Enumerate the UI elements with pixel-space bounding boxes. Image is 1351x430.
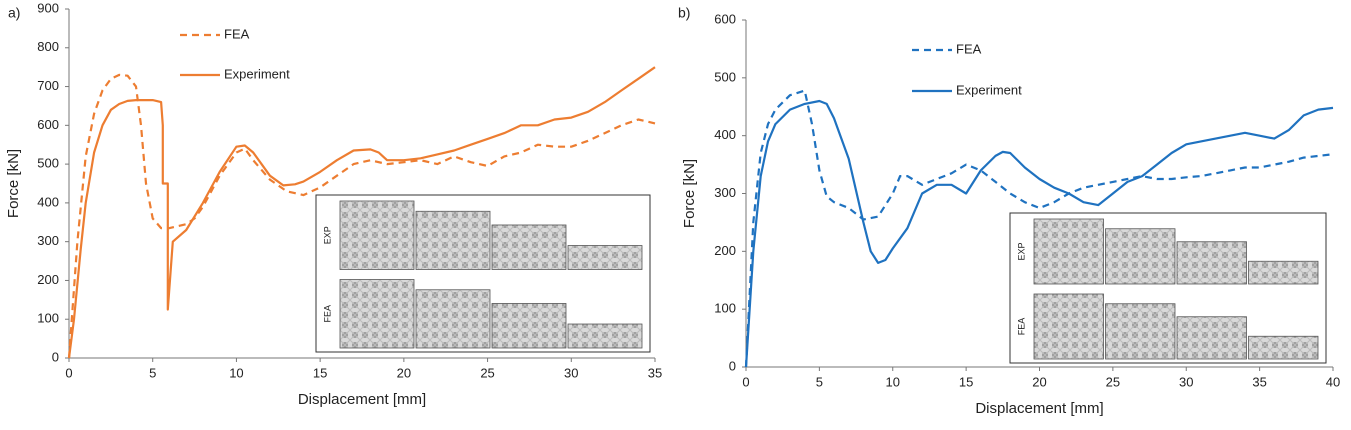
y-tick-label: 100: [714, 301, 736, 316]
x-tick-label: 5: [816, 374, 823, 389]
y-tick-label: 500: [37, 156, 59, 171]
y-axis-label: Force [kN]: [681, 159, 698, 228]
y-tick-label: 700: [37, 78, 59, 93]
y-axis-label: Force [kN]: [5, 149, 22, 218]
y-tick-label: 600: [37, 117, 59, 132]
inset-label: FEA: [322, 305, 332, 323]
y-tick-label: 500: [714, 69, 736, 84]
panel-label: a): [8, 5, 20, 21]
legend-label: FEA: [224, 26, 250, 41]
inset-label: EXP: [1016, 242, 1026, 260]
y-tick-label: 0: [729, 358, 736, 373]
series-line: [67, 66, 656, 359]
specimen-image: [415, 210, 491, 270]
x-tick-label: 35: [648, 365, 662, 380]
x-tick-label: 5: [149, 365, 156, 380]
specimen-image: [491, 224, 567, 270]
specimen-image: [567, 245, 643, 270]
specimen-image: [1033, 293, 1104, 360]
x-tick-label: 15: [959, 374, 973, 389]
y-tick-label: 400: [714, 127, 736, 142]
x-tick-label: 30: [564, 365, 578, 380]
series-line: [67, 73, 656, 359]
specimen-image: [339, 279, 415, 349]
y-tick-label: 300: [714, 185, 736, 200]
legend-label: FEA: [956, 41, 982, 56]
x-tick-label: 25: [480, 365, 494, 380]
x-axis-label: Displacement [mm]: [975, 400, 1103, 417]
specimen-image: [339, 200, 415, 270]
specimen-image: [1105, 228, 1176, 285]
x-tick-label: 0: [742, 374, 749, 389]
y-tick-label: 900: [37, 0, 59, 15]
x-tick-label: 15: [313, 365, 327, 380]
specimen-image: [1248, 260, 1319, 285]
y-tick-label: 600: [714, 11, 736, 26]
panel-label: b): [678, 5, 690, 21]
y-tick-label: 800: [37, 39, 59, 54]
series-line: [744, 99, 1334, 368]
x-tick-label: 10: [886, 374, 900, 389]
x-axis-label: Displacement [mm]: [298, 391, 426, 408]
specimen-image: [1176, 316, 1247, 360]
specimen-image: [1033, 218, 1104, 285]
y-tick-label: 400: [37, 194, 59, 209]
legend-label: Experiment: [224, 66, 290, 81]
x-tick-label: 25: [1106, 374, 1120, 389]
specimen-image: [1105, 303, 1176, 360]
inset-label: EXP: [322, 226, 332, 244]
legend-label: Experiment: [956, 82, 1022, 97]
y-tick-label: 200: [714, 243, 736, 258]
specimen-image: [1176, 241, 1247, 285]
y-tick-label: 200: [37, 272, 59, 287]
x-tick-label: 10: [229, 365, 243, 380]
x-tick-label: 20: [1032, 374, 1046, 389]
x-tick-label: 20: [397, 365, 411, 380]
x-tick-label: 30: [1179, 374, 1193, 389]
specimen-image: [1248, 335, 1319, 360]
y-tick-label: 0: [52, 349, 59, 364]
y-tick-label: 300: [37, 233, 59, 248]
specimen-image: [491, 303, 567, 349]
series-line: [744, 89, 1334, 368]
x-tick-label: 35: [1252, 374, 1266, 389]
x-tick-label: 0: [65, 365, 72, 380]
specimen-image: [567, 323, 643, 349]
specimen-image: [415, 289, 491, 349]
inset-label: FEA: [1016, 318, 1026, 336]
x-tick-label: 40: [1326, 374, 1340, 389]
y-tick-label: 100: [37, 311, 59, 326]
